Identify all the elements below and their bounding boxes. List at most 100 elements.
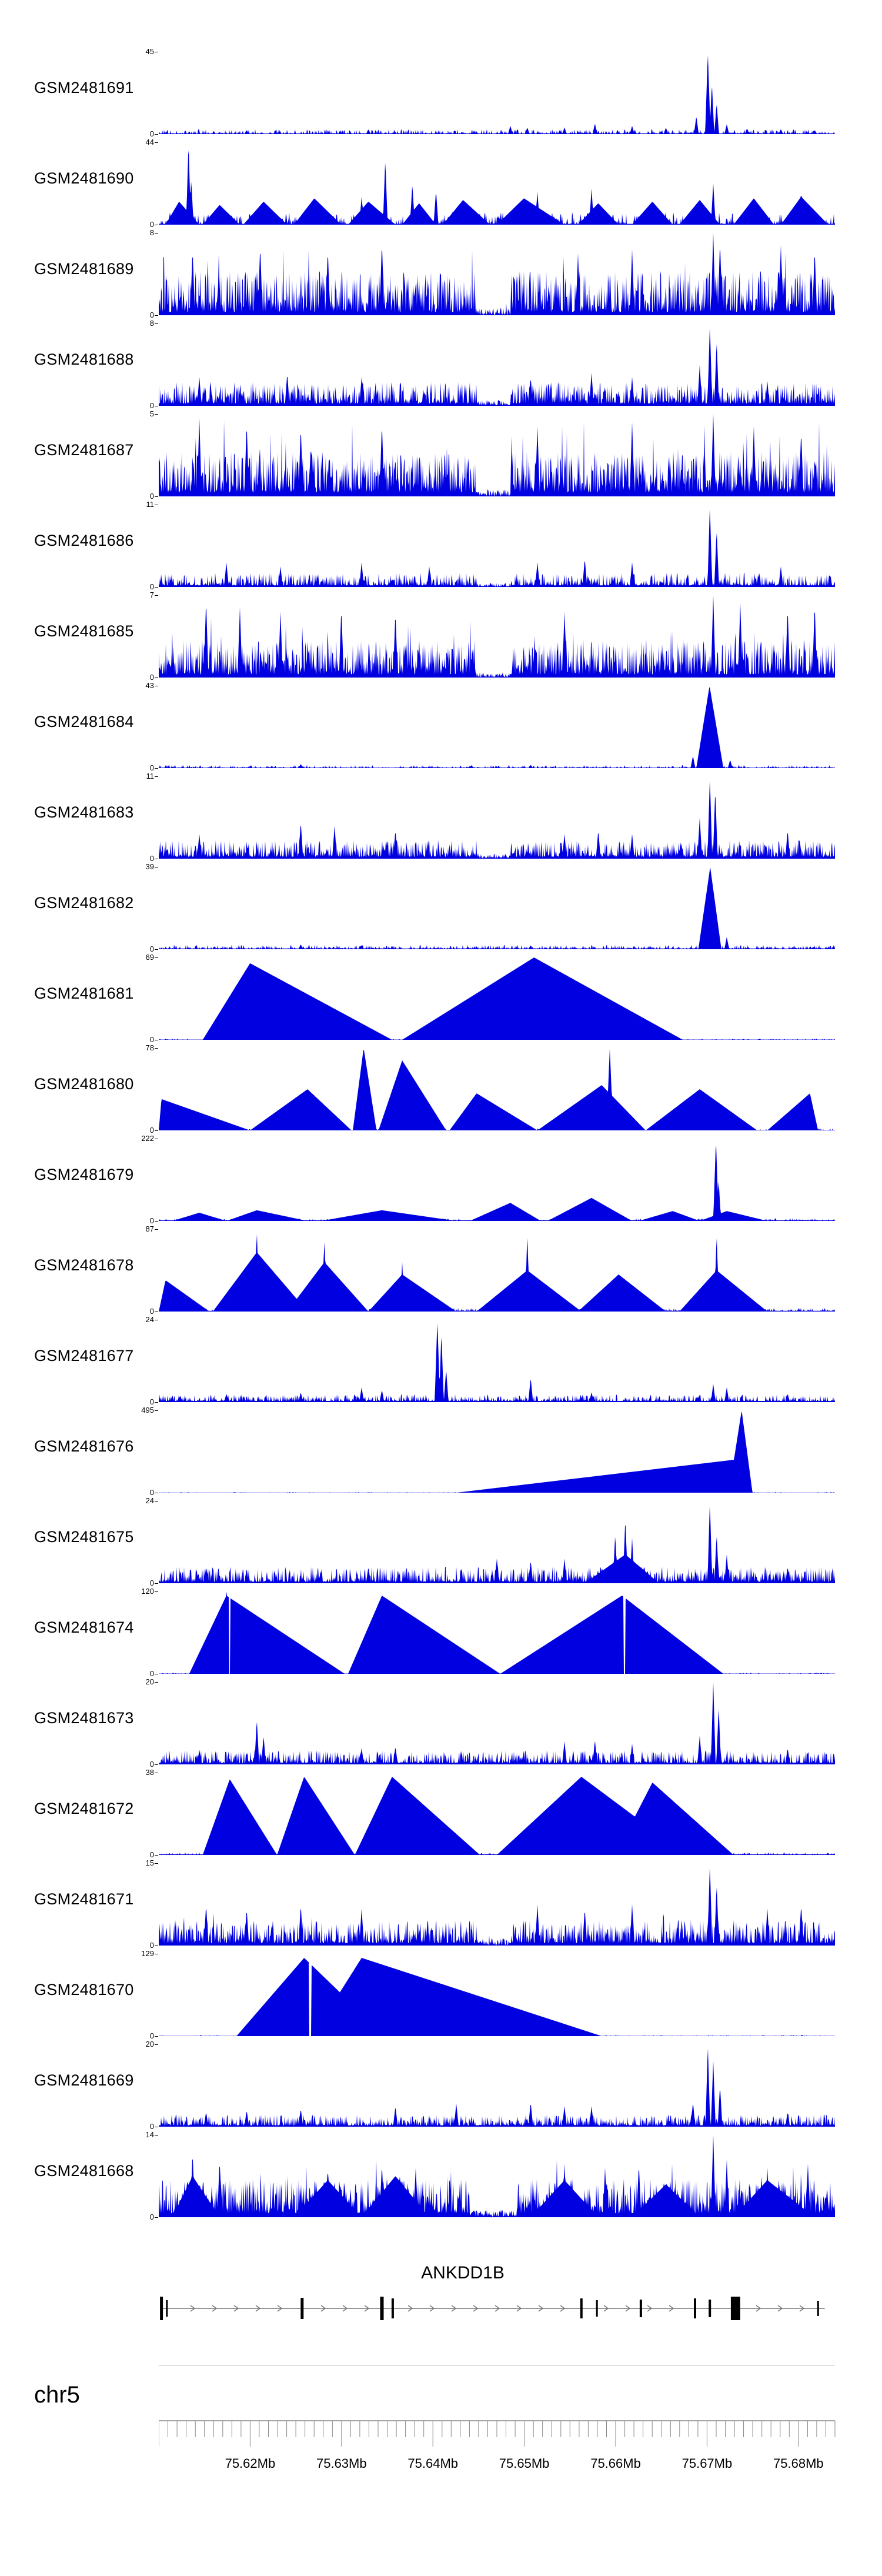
signal-area [159, 1049, 835, 1130]
signal-plot [159, 509, 835, 587]
y-axis-tick [155, 2036, 158, 2037]
y-axis-tick [155, 776, 158, 777]
y-axis-tick [155, 323, 158, 324]
y-axis-tick [155, 595, 158, 596]
signal-plot [159, 1591, 835, 1674]
strand-arrow-icon [756, 2305, 761, 2312]
signal-plot [159, 55, 835, 134]
signal-plot [159, 1411, 835, 1493]
exon-box [166, 2300, 168, 2317]
strand-arrow-icon [473, 2305, 479, 2312]
strand-arrow-icon [364, 2305, 370, 2312]
y-axis-zero-label: 0 [149, 401, 154, 410]
y-axis-tick [155, 768, 158, 769]
exon-box [694, 2298, 696, 2318]
signal-area [159, 509, 835, 587]
y-axis-tick [155, 134, 158, 135]
y-axis-max-label: 11 [146, 772, 155, 780]
y-axis-max-label: 87 [145, 1224, 154, 1233]
y-axis-tick [155, 414, 158, 415]
signal-plot [159, 328, 835, 406]
y-axis-tick [155, 1229, 158, 1230]
strand-arrow-icon [451, 2305, 457, 2312]
y-axis-tick [155, 1410, 158, 1411]
strand-arrow-icon [647, 2305, 653, 2312]
signal-area [159, 1146, 835, 1221]
signal-plot [159, 1868, 835, 1946]
y-axis-tick [155, 142, 158, 143]
track-label: GSM2481685 [34, 622, 134, 640]
y-axis-max-label: 11 [146, 500, 155, 509]
strand-arrow-icon [538, 2305, 544, 2312]
horizontal-divider [159, 2365, 835, 2366]
track-label: GSM2481679 [34, 1166, 134, 1183]
y-axis-zero-label: 0 [149, 763, 154, 772]
track-label: GSM2481675 [34, 1528, 134, 1546]
track-label: GSM2481689 [34, 260, 134, 278]
y-axis-tick [155, 1591, 158, 1592]
y-axis-tick [155, 1048, 158, 1049]
signal-plot [159, 233, 835, 315]
y-axis-zero-label: 0 [149, 2122, 154, 2131]
exon-box [596, 2300, 598, 2317]
signal-area [159, 781, 835, 859]
y-axis-tick [155, 957, 158, 958]
y-axis-max-label: 78 [145, 1043, 154, 1052]
strand-arrow-icon [777, 2305, 783, 2312]
exon-box [380, 2297, 384, 2320]
track-label: GSM2481670 [34, 1981, 134, 1998]
track-label: GSM2481691 [34, 79, 134, 96]
signal-plot [159, 2135, 835, 2217]
track-label: GSM2481668 [34, 2162, 134, 2180]
track-label: GSM2481683 [34, 803, 134, 821]
signal-plot [159, 867, 835, 949]
strand-arrow-icon [255, 2305, 261, 2312]
track-label: GSM2481680 [34, 1075, 134, 1093]
axis-tick-label: 75.65Mb [499, 2456, 550, 2471]
track-label: GSM2481677 [34, 1347, 134, 1364]
y-axis-max-label: 44 [145, 138, 154, 146]
y-axis-max-label: 24 [145, 1315, 154, 1324]
strand-arrow-icon [320, 2305, 326, 2312]
strand-arrow-icon [495, 2305, 500, 2312]
signal-plot [159, 2048, 835, 2127]
y-axis-tick [155, 1402, 158, 1403]
y-axis-max-label: 20 [145, 1677, 154, 1686]
track-label: GSM2481674 [34, 1619, 134, 1636]
track-label: GSM2481671 [34, 1890, 134, 1908]
signal-plot [159, 1323, 835, 1402]
track-label: GSM2481669 [34, 2071, 134, 2089]
strand-arrow-icon [212, 2305, 218, 2312]
y-axis-zero-label: 0 [149, 1941, 154, 1950]
y-axis-zero-label: 0 [149, 2031, 154, 2040]
y-axis-zero-label: 0 [149, 129, 154, 138]
y-axis-max-label: 8 [149, 319, 154, 328]
y-axis-tick [155, 2044, 158, 2045]
exon-box [300, 2298, 304, 2319]
signal-plot [159, 1146, 835, 1221]
axis-tick-label: 75.63Mb [316, 2456, 367, 2471]
y-axis-zero-label: 0 [149, 673, 154, 682]
track-label: GSM2481688 [34, 351, 134, 368]
y-axis-tick [155, 1855, 158, 1856]
signal-area [159, 1958, 835, 2036]
axis-tick-label: 75.66Mb [590, 2456, 641, 2471]
signal-area [159, 686, 835, 768]
strand-arrow-icon [342, 2305, 348, 2312]
y-axis-tick [155, 1221, 158, 1222]
track-label: GSM2481686 [34, 532, 134, 549]
y-axis-zero-label: 0 [149, 2213, 154, 2221]
axis-tick-label: 75.68Mb [773, 2456, 824, 2471]
y-axis-zero-label: 0 [149, 582, 154, 591]
y-axis-max-label: 14 [145, 2130, 154, 2139]
signal-plot [159, 1049, 835, 1130]
y-axis-max-label: 38 [145, 1768, 154, 1777]
strand-arrow-icon [799, 2305, 805, 2312]
signal-plot [159, 150, 835, 225]
signal-area [159, 957, 835, 1040]
signal-plot [159, 1777, 835, 1855]
y-axis-zero-label: 0 [149, 1850, 154, 1859]
y-axis-max-label: 43 [145, 681, 154, 690]
strand-arrow-icon [233, 2305, 239, 2312]
signal-plot [159, 1234, 835, 1312]
